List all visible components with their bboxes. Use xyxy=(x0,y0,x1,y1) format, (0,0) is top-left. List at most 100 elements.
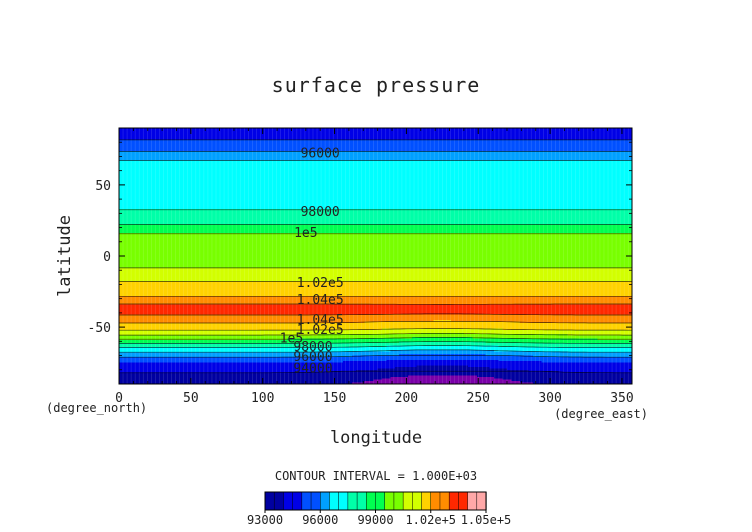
contour-cell xyxy=(119,264,632,267)
contour-label: 94000 xyxy=(293,361,332,376)
contour-cell xyxy=(381,378,504,381)
contour-cell xyxy=(119,378,383,381)
contour-line xyxy=(119,313,632,316)
contour-cell xyxy=(119,348,632,351)
contour-cell xyxy=(119,243,632,246)
contour-cell xyxy=(119,227,632,230)
contour-cell xyxy=(416,365,469,368)
contour-cell xyxy=(502,328,632,331)
colorbar-swatch xyxy=(283,491,294,511)
contour-cell xyxy=(119,320,435,323)
contour-cell xyxy=(119,284,632,287)
contour-cell xyxy=(498,345,632,348)
contour-cell xyxy=(119,169,632,172)
contour-cell xyxy=(351,382,534,384)
contour-cell xyxy=(119,128,632,131)
contour-cell xyxy=(399,354,487,357)
colorbar-swatch xyxy=(476,491,487,511)
contour-cell xyxy=(119,135,632,138)
contour-cell xyxy=(119,250,632,253)
contour-cell xyxy=(119,183,632,186)
contour-cell xyxy=(119,290,632,293)
contour-cell xyxy=(119,133,632,136)
contour-cell xyxy=(351,355,534,358)
contour-cell xyxy=(494,349,632,352)
contour-cell xyxy=(119,207,632,210)
contour-cell xyxy=(119,221,632,224)
contour-cell xyxy=(119,219,632,222)
contour-cell xyxy=(119,327,632,330)
contour-cell xyxy=(386,345,499,348)
contour-cell xyxy=(119,375,409,378)
contour-line xyxy=(119,321,632,324)
x-axis-label: longitude xyxy=(330,428,422,448)
contour-line xyxy=(119,349,632,353)
contour-cell xyxy=(119,359,387,362)
contour-label: 1.02e5 xyxy=(297,323,344,338)
contour-cell xyxy=(119,196,632,199)
contour-cell xyxy=(119,160,632,163)
contour-cell xyxy=(119,231,632,234)
contour-cell xyxy=(119,163,632,166)
y-axis-label: latitude xyxy=(55,215,75,297)
contour-cell xyxy=(494,376,632,379)
contour-cell xyxy=(119,270,632,273)
contour-cell xyxy=(119,325,632,328)
contour-cell xyxy=(119,246,632,249)
contour-cell xyxy=(119,236,632,239)
colorbar-swatch xyxy=(430,491,441,511)
contour-cell xyxy=(119,150,632,153)
contour-cell xyxy=(511,379,632,382)
contour-cell xyxy=(119,265,632,268)
contour-cell xyxy=(119,234,632,237)
contour-cell xyxy=(119,193,632,196)
vertical-mesh xyxy=(119,128,629,384)
contour-cell xyxy=(119,187,632,190)
contour-cell xyxy=(119,228,632,231)
contour-cell xyxy=(119,372,632,375)
contour-cell xyxy=(498,359,632,362)
colorbar-label: 93000 xyxy=(247,513,283,527)
contour-cell xyxy=(119,297,632,300)
contour-cell xyxy=(119,244,632,247)
contour-cell xyxy=(119,324,632,327)
contour-cell xyxy=(532,355,632,358)
contour-cell xyxy=(119,238,632,241)
contour-cell xyxy=(119,137,632,140)
contour-label: 96000 xyxy=(293,350,332,365)
contour-cell xyxy=(463,332,632,335)
x-tick-label: 50 xyxy=(183,391,199,406)
contour-label: 1e5 xyxy=(280,331,303,346)
contour-line xyxy=(119,370,632,374)
contour-cell xyxy=(119,257,632,260)
contour-cell xyxy=(119,277,632,280)
contour-cell xyxy=(119,369,357,372)
contour-cell xyxy=(119,241,632,244)
contour-cell xyxy=(558,371,632,374)
contour-cell xyxy=(119,220,632,223)
contour-label: 96000 xyxy=(301,147,340,162)
contour-cell xyxy=(119,342,632,345)
contour-cell xyxy=(119,177,632,180)
contour-line xyxy=(119,341,632,344)
contour-cell xyxy=(119,344,632,347)
contour-cell xyxy=(119,362,632,365)
contour-cell xyxy=(119,347,632,350)
contour-cell xyxy=(119,307,632,310)
contour-cell xyxy=(119,172,632,175)
contour-cell xyxy=(287,338,599,341)
contour-cell xyxy=(119,273,632,276)
contour-cell xyxy=(119,361,344,364)
contour-cell xyxy=(364,381,521,384)
y-tick-label: 50 xyxy=(95,179,111,194)
contour-cell xyxy=(119,322,632,325)
colorbar-swatch xyxy=(393,491,404,511)
contour-cell xyxy=(119,382,353,384)
contour-cell xyxy=(119,268,632,271)
contour-cell xyxy=(119,240,632,243)
contour-cell xyxy=(119,143,632,146)
colorbar-swatch xyxy=(338,491,349,511)
contour-cell xyxy=(390,349,495,352)
contour-cell xyxy=(119,147,632,150)
